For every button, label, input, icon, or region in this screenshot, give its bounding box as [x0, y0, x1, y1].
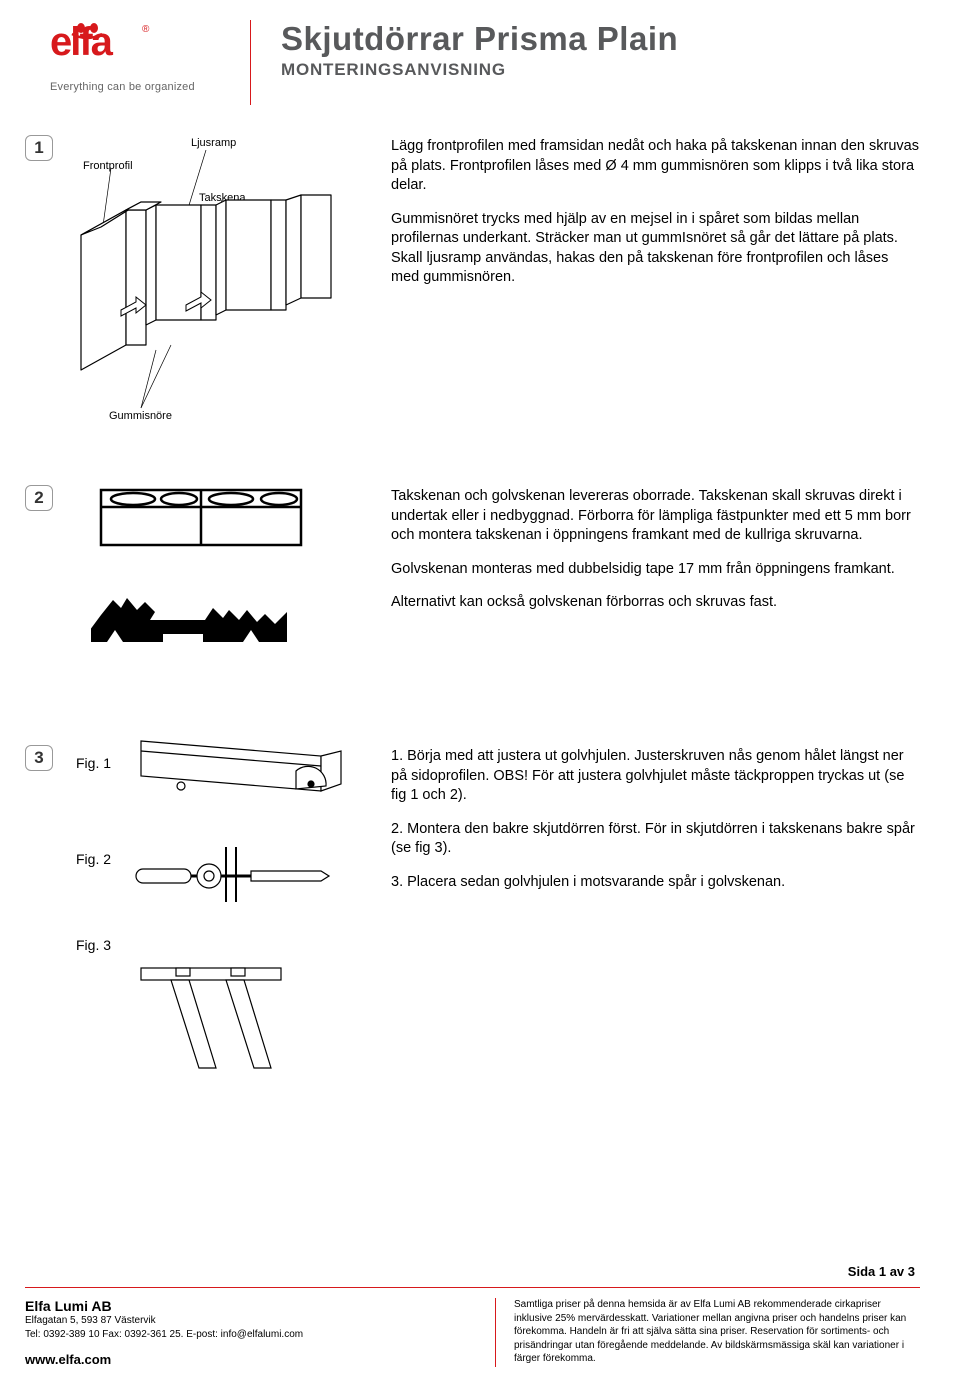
step-3-para-3: 3. Placera sedan golvhjulen i motsvarand… [391, 873, 920, 893]
elfa-logo: elfa ® [50, 20, 190, 70]
content-area: 1 Frontprofil Ljusramp Takskena Gummisnö… [0, 135, 960, 1095]
footer-company-block: Elfa Lumi AB Elfagatan 5, 593 87 Västerv… [25, 1298, 455, 1367]
step-2-para-1: Takskenan och golvskenan levereras oborr… [391, 487, 920, 546]
step-3-text: 1. Börja med att justera ut golvhjulen. … [391, 745, 920, 1095]
fig-3-caption: Fig. 3 [76, 937, 391, 953]
page-number: Sida 1 av 3 [0, 1264, 960, 1287]
step-1: 1 Frontprofil Ljusramp Takskena Gummisnö… [25, 135, 920, 425]
step-1-figure: Frontprofil Ljusramp Takskena Gummisnöre [61, 135, 391, 425]
step-number: 2 [25, 485, 53, 511]
header-divider [250, 20, 251, 105]
page-footer: Sida 1 av 3 Elfa Lumi AB Elfagatan 5, 59… [0, 1264, 960, 1392]
company-contact: Tel: 0392-389 10 Fax: 0392-361 25. E-pos… [25, 1328, 455, 1342]
label-ljusramp: Ljusramp [191, 137, 236, 149]
page-header: elfa ® Everything can be organized Skjut… [0, 0, 960, 135]
step-1-para-1: Lägg frontprofilen med framsidan nedåt o… [391, 137, 920, 196]
step-1-text: Lägg frontprofilen med framsidan nedåt o… [391, 135, 920, 425]
step-3-figure: Fig. 1 Fig. 2 [61, 745, 391, 1095]
step-3: 3 Fig. 1 Fig. 2 [25, 745, 920, 1095]
company-address: Elfagatan 5, 593 87 Västervik [25, 1314, 455, 1328]
screwdriver-icon [131, 847, 351, 907]
step-2-para-2: Golvskenan monteras med dubbelsidig tape… [391, 560, 920, 580]
footer-divider [25, 1287, 920, 1289]
door-insert-icon [121, 963, 301, 1073]
step-2-text: Takskenan och golvskenan levereras oborr… [391, 485, 920, 685]
step-number: 3 [25, 745, 53, 771]
logo-block: elfa ® Everything can be organized [50, 20, 250, 105]
step-1-para-2: Gummisnöret trycks med hjälp av en mejse… [391, 210, 920, 288]
title-block: Skjutdörrar Prisma Plain MONTERINGSANVIS… [281, 20, 920, 105]
svg-text:®: ® [142, 24, 150, 35]
company-website: www.elfa.com [25, 1352, 455, 1367]
step-3-para-1: 1. Börja med att justera ut golvhjulen. … [391, 747, 920, 806]
document-title: Skjutdörrar Prisma Plain [281, 20, 920, 58]
step-3-para-2: 2. Montera den bakre skjutdörren först. … [391, 820, 920, 859]
step-2: 2 Takskenan [25, 485, 920, 685]
footer-disclaimer: Samtliga priser på denna hemsida är av E… [495, 1298, 920, 1367]
wheel-adjust-icon [131, 736, 351, 816]
step-number: 1 [25, 135, 53, 161]
track-profile-icon [91, 485, 311, 655]
document-subtitle: MONTERINGSANVISNING [281, 60, 920, 80]
brand-tagline: Everything can be organized [50, 81, 250, 93]
company-name: Elfa Lumi AB [25, 1298, 455, 1314]
rail-diagram-icon [71, 150, 351, 410]
label-gummisnore: Gummisnöre [109, 410, 172, 422]
step-2-para-3: Alternativt kan också golvskenan förborr… [391, 593, 920, 613]
step-2-figure [61, 485, 391, 685]
